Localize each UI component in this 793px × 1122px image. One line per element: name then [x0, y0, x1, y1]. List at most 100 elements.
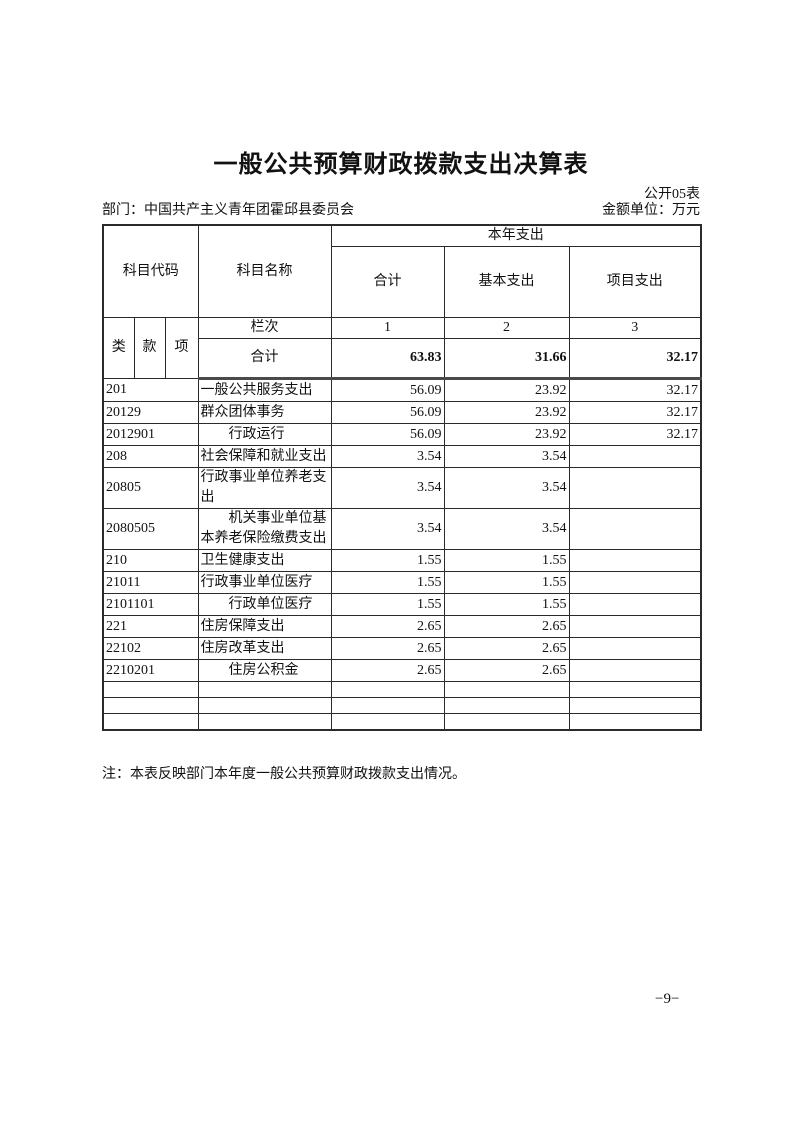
project-expenditure-cell: 32.17 — [568, 423, 702, 446]
subject-code-cell: 208 — [102, 445, 199, 468]
project-expenditure-cell — [568, 571, 702, 594]
header-column-number-1: 1 — [330, 317, 445, 339]
subject-name-cell: 住房改革支出 — [197, 637, 332, 660]
subject-name-cell — [197, 713, 332, 731]
table-row: 208 社会保障和就业支出 3.54 3.54 — [102, 445, 702, 468]
header-item: 项 — [164, 317, 199, 379]
page-number: −9− — [655, 991, 680, 1007]
total-cell: 3.54 — [330, 445, 445, 468]
subject-code-cell: 221 — [102, 615, 199, 638]
grand-total-basic: 31.66 — [443, 338, 570, 380]
subject-name-cell: 行政事业单位养老支出 — [197, 467, 332, 509]
table-row: 2012901 行政运行 56.09 23.92 32.17 — [102, 423, 702, 446]
subject-code-cell: 21011 — [102, 571, 199, 594]
table-row: 20805 行政事业单位养老支出 3.54 3.54 — [102, 467, 702, 509]
subject-name-cell: 住房公积金 — [197, 659, 332, 682]
header-project-expenditure: 项目支出 — [568, 246, 702, 318]
table-note: 注：本表反映部门本年度一般公共预算财政拨款支出情况。 — [102, 767, 466, 782]
basic-expenditure-cell: 2.65 — [443, 659, 570, 682]
table-row: 221 住房保障支出 2.65 2.65 — [102, 615, 702, 638]
header-total: 合计 — [330, 246, 445, 318]
total-cell: 3.54 — [330, 467, 445, 509]
subject-code-cell: 22102 — [102, 637, 199, 660]
subject-code-cell: 20129 — [102, 401, 199, 424]
total-cell: 3.54 — [330, 508, 445, 550]
header-column-number-3: 3 — [568, 317, 702, 339]
empty-table-row — [102, 681, 702, 698]
department-label: 部门：中国共产主义青年团霍邱县委员会 — [102, 203, 354, 218]
basic-expenditure-cell: 3.54 — [443, 445, 570, 468]
total-cell — [330, 697, 445, 714]
basic-expenditure-cell — [443, 681, 570, 698]
table-body: 201 一般公共服务支出 56.09 23.92 32.17 20129 群众团体事务 56.… — [102, 378, 702, 731]
subject-name-cell — [197, 697, 332, 714]
total-cell — [330, 681, 445, 698]
header-column-number-2: 2 — [443, 317, 570, 339]
project-expenditure-cell — [568, 637, 702, 660]
empty-table-row — [102, 713, 702, 731]
subject-code-cell: 201 — [102, 378, 199, 402]
project-expenditure-cell — [568, 615, 702, 638]
total-cell: 1.55 — [330, 549, 445, 572]
basic-expenditure-cell: 1.55 — [443, 593, 570, 616]
project-expenditure-cell — [568, 713, 702, 731]
subject-name-cell: 机关事业单位基本养老保险缴费支出 — [197, 508, 332, 550]
project-expenditure-cell — [568, 467, 702, 509]
project-expenditure-cell — [568, 445, 702, 468]
header-row-current-year: 科目代码 科目名称 本年支出 — [102, 224, 702, 318]
basic-expenditure-cell: 1.55 — [443, 571, 570, 594]
basic-expenditure-cell — [443, 713, 570, 731]
subject-code-cell: 2210201 — [102, 659, 199, 682]
basic-expenditure-cell: 3.54 — [443, 467, 570, 509]
basic-expenditure-cell: 1.55 — [443, 549, 570, 572]
subject-code-cell — [102, 697, 199, 714]
total-cell — [330, 713, 445, 731]
header-basic-expenditure: 基本支出 — [443, 246, 570, 318]
subject-name-cell: 卫生健康支出 — [197, 549, 332, 572]
expenditure-table: 科目代码 科目名称 本年支出 合计 基本支出 项目支出 类 款 项 栏次 1 2… — [102, 224, 702, 731]
subject-name-cell: 行政单位医疗 — [197, 593, 332, 616]
table-row: 21011 行政事业单位医疗 1.55 1.55 — [102, 571, 702, 594]
subject-code-cell: 2080505 — [102, 508, 199, 550]
table-row: 2080505 机关事业单位基本养老保险缴费支出 3.54 3.54 — [102, 508, 702, 550]
total-cell: 56.09 — [330, 401, 445, 424]
total-cell: 2.65 — [330, 637, 445, 660]
subject-code-cell: 20805 — [102, 467, 199, 509]
project-expenditure-cell: 32.17 — [568, 401, 702, 424]
table-row: 20129 群众团体事务 56.09 23.92 32.17 — [102, 401, 702, 424]
project-expenditure-cell — [568, 593, 702, 616]
header-section: 款 — [133, 317, 166, 379]
table-code-label: 公开05表 — [644, 187, 700, 202]
table-row: 2210201 住房公积金 2.65 2.65 — [102, 659, 702, 682]
header-current-year-expenditure: 本年支出 — [330, 224, 702, 247]
table-row: 22102 住房改革支出 2.65 2.65 — [102, 637, 702, 660]
grand-total-row: 合计 63.83 31.66 32.17 — [103, 338, 702, 380]
subject-name-cell: 社会保障和就业支出 — [197, 445, 332, 468]
project-expenditure-cell — [568, 659, 702, 682]
subject-code-cell: 2012901 — [102, 423, 199, 446]
subject-name-cell: 行政运行 — [197, 423, 332, 446]
meta-line: 部门：中国共产主义青年团霍邱县委员会 金额单位：万元 — [102, 202, 700, 220]
header-subject-name: 科目名称 — [197, 224, 332, 318]
total-cell: 1.55 — [330, 593, 445, 616]
basic-expenditure-cell: 3.54 — [443, 508, 570, 550]
total-cell: 56.09 — [330, 378, 445, 402]
subject-name-cell: 一般公共服务支出 — [197, 378, 332, 402]
total-cell: 1.55 — [330, 571, 445, 594]
grand-total-label: 合计 — [197, 338, 332, 380]
table-row: 210 卫生健康支出 1.55 1.55 — [102, 549, 702, 572]
subject-name-cell — [197, 681, 332, 698]
total-cell: 2.65 — [330, 615, 445, 638]
header-subject-code: 科目代码 — [102, 224, 199, 318]
basic-expenditure-cell: 23.92 — [443, 378, 570, 402]
basic-expenditure-cell: 23.92 — [443, 401, 570, 424]
header-class: 类 — [102, 317, 135, 379]
page-title: 一般公共预算财政拨款支出决算表 — [213, 152, 589, 178]
basic-expenditure-cell: 23.92 — [443, 423, 570, 446]
project-expenditure-cell: 32.17 — [568, 378, 702, 402]
basic-expenditure-cell — [443, 697, 570, 714]
project-expenditure-cell — [568, 681, 702, 698]
total-cell: 56.09 — [330, 423, 445, 446]
basic-expenditure-cell: 2.65 — [443, 615, 570, 638]
